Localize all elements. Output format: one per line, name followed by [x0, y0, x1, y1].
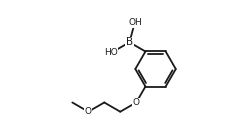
Text: OH: OH: [128, 18, 141, 27]
Text: O: O: [84, 107, 91, 116]
Text: B: B: [126, 37, 132, 47]
Text: O: O: [132, 98, 139, 107]
Text: HO: HO: [104, 48, 118, 57]
